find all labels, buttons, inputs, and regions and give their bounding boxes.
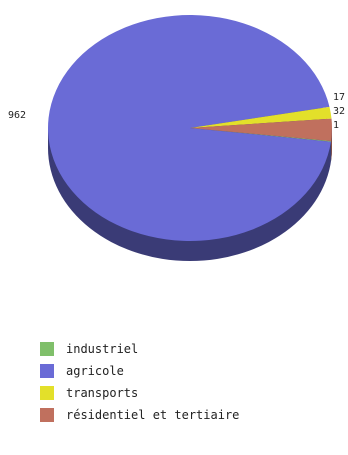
pie-data-label: 32 bbox=[333, 106, 345, 117]
pie-slice bbox=[47, 15, 331, 242]
chart-legend: industriel agricole transports résidentiel … bbox=[40, 342, 239, 422]
legend-swatch bbox=[40, 386, 54, 400]
legend-label: industriel bbox=[66, 342, 138, 356]
pie-slice bbox=[190, 118, 332, 142]
legend-swatch bbox=[40, 364, 54, 378]
pie-slices bbox=[47, 15, 332, 242]
pie-depth-slice bbox=[331, 128, 332, 162]
pie-data-label: 1 bbox=[333, 120, 339, 131]
legend-label: résidentiel et tertiaire bbox=[66, 408, 239, 422]
pie-data-label: 962 bbox=[8, 110, 26, 121]
legend-swatch bbox=[40, 342, 54, 356]
pie-slice bbox=[190, 106, 332, 128]
pie-data-labels: 962 17 32 1 bbox=[8, 92, 345, 131]
pie-data-label: 17 bbox=[333, 92, 345, 103]
legend-swatch bbox=[40, 408, 54, 422]
pie-slice bbox=[190, 128, 332, 142]
legend-label: agricole bbox=[66, 364, 124, 378]
legend-label: transports bbox=[66, 386, 138, 400]
